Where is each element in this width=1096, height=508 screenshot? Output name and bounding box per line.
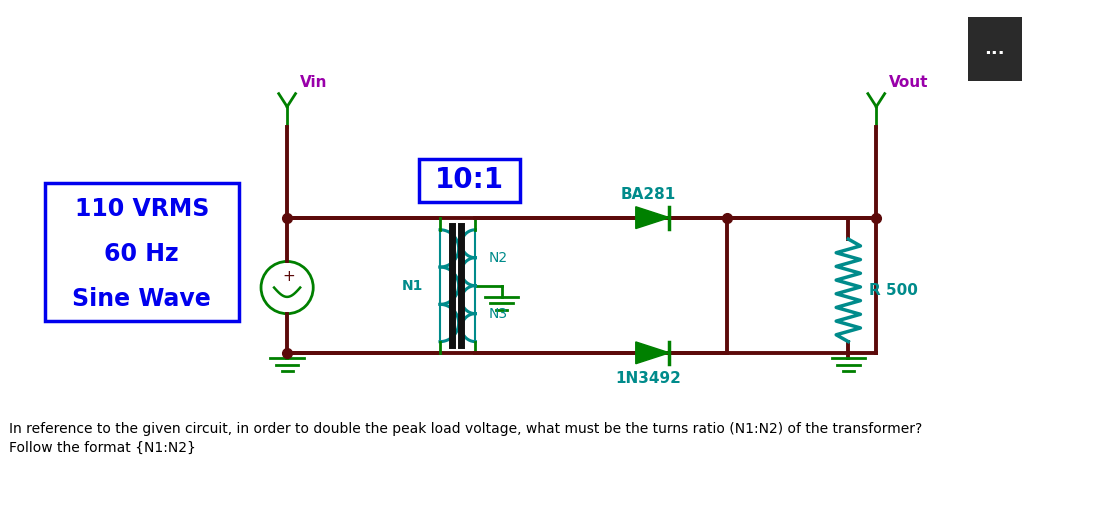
Polygon shape (636, 207, 670, 229)
Text: ...: ... (984, 40, 1005, 58)
Text: BA281: BA281 (620, 187, 675, 202)
Bar (420, 159, 521, 202)
Text: N1: N1 (402, 279, 423, 293)
Text: N3: N3 (489, 307, 507, 321)
Text: 10:1: 10:1 (435, 166, 504, 195)
Text: In reference to the given circuit, in order to double the peak load voltage, wha: In reference to the given circuit, in or… (10, 422, 923, 436)
Polygon shape (636, 342, 670, 364)
Text: 1N3492: 1N3492 (615, 371, 681, 387)
Bar (968, 17, 1021, 81)
Text: Sine Wave: Sine Wave (72, 287, 212, 311)
Text: R 500: R 500 (869, 283, 917, 298)
Bar (45, 183, 239, 321)
Text: Vout: Vout (889, 75, 928, 90)
Text: Follow the format {N1:N2}: Follow the format {N1:N2} (10, 441, 196, 455)
Text: 60 Hz: 60 Hz (104, 242, 179, 266)
Text: Vin: Vin (300, 75, 328, 90)
Text: +: + (283, 269, 295, 284)
Text: N2: N2 (489, 251, 507, 265)
Text: 110 VRMS: 110 VRMS (75, 197, 209, 221)
